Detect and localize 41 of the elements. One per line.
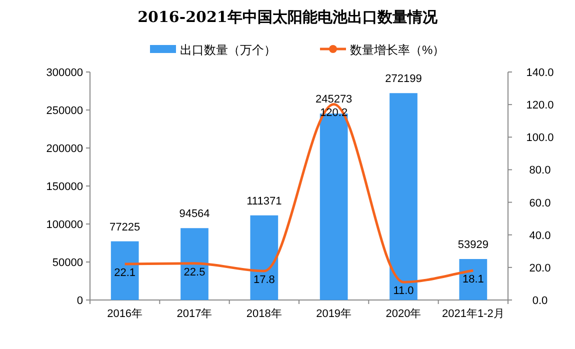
x-tick-label: 2018年 xyxy=(246,308,282,320)
data-label: 94564 xyxy=(179,208,210,220)
y2-tick-label: 120.0 xyxy=(526,100,554,112)
y-tick-label: 300000 xyxy=(46,67,83,79)
x-tick-label: 2021年1-2月 xyxy=(442,308,504,320)
legend-label: 数量增长率（%） xyxy=(350,43,445,57)
data-label: 22.1 xyxy=(114,267,136,280)
data-label: 22.5 xyxy=(184,266,206,278)
y-tick-label: 100000 xyxy=(46,219,83,231)
legend-label: 出口数量（万个） xyxy=(180,43,276,57)
y2-tick-label: 80.0 xyxy=(529,164,551,177)
y2-tick-label: 100.0 xyxy=(526,132,554,144)
y2-tick-label: 20.0 xyxy=(529,262,551,274)
y-tick-label: 200000 xyxy=(46,143,83,155)
data-label: 17.8 xyxy=(253,274,275,286)
x-tick-label: 2019年 xyxy=(316,308,352,320)
y2-tick-label: 140.0 xyxy=(526,67,554,79)
data-label: 11.0 xyxy=(393,285,414,298)
bar xyxy=(180,228,208,300)
x-tick-label: 2020年 xyxy=(386,308,422,320)
data-label: 53929 xyxy=(458,239,488,252)
y2-tick-label: 40.0 xyxy=(529,230,551,242)
y-tick-label: 150000 xyxy=(46,181,83,193)
data-label: 120.2 xyxy=(320,107,348,120)
x-tick-label: 2017年 xyxy=(176,308,212,320)
bar xyxy=(390,93,418,300)
y-tick-label: 50000 xyxy=(52,257,83,269)
data-label: 18.1 xyxy=(462,274,484,286)
bar xyxy=(110,241,139,300)
data-label: 272199 xyxy=(385,73,422,86)
bar xyxy=(459,259,488,300)
chart-title: 2016-2021年中国太阳能电池出口数量情况 xyxy=(138,8,438,26)
y-tick-label: 0 xyxy=(76,295,83,307)
y2-tick-label: 0.0 xyxy=(532,295,548,307)
bar xyxy=(250,215,278,300)
y-tick-label: 250000 xyxy=(46,105,83,117)
data-label: 77225 xyxy=(110,221,140,234)
y2-tick-label: 60.0 xyxy=(529,197,551,210)
x-tick-label: 2016年 xyxy=(107,308,143,320)
data-label: 111371 xyxy=(246,195,282,208)
data-label: 245273 xyxy=(315,94,352,106)
